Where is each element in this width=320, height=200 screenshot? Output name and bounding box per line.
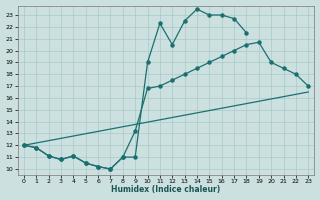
X-axis label: Humidex (Indice chaleur): Humidex (Indice chaleur) (111, 185, 221, 194)
